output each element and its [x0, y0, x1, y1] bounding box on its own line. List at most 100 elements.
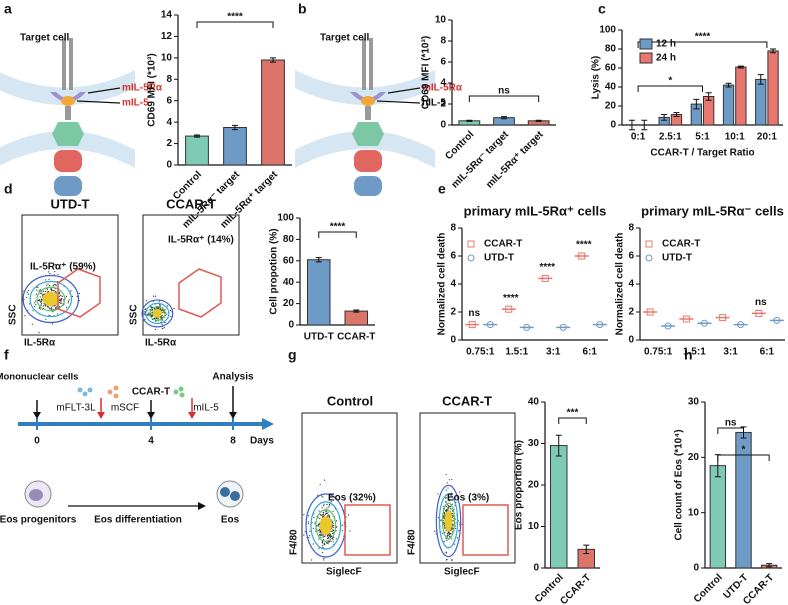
flow-dot [161, 316, 163, 318]
bracket [558, 417, 587, 424]
x-label: IL-5Rα [145, 338, 177, 349]
flow-dot [163, 326, 165, 329]
flow-dot [455, 518, 457, 520]
y-tick-label: 20 [528, 480, 540, 491]
y-tick-label: 10 [161, 52, 173, 63]
flow-dot [320, 533, 322, 535]
x-tick-label: 0:1 [631, 132, 646, 143]
flow-dot [445, 501, 447, 503]
flow-dot [448, 499, 451, 501]
flow-contour [29, 280, 73, 318]
flow-dot [450, 559, 453, 561]
legend-label: 24 h [656, 53, 676, 64]
x-tick-label: UTD-T [304, 332, 334, 343]
marker [773, 316, 781, 324]
flow-dot [147, 314, 149, 316]
panel-label: b [298, 1, 307, 17]
flow-dot [154, 295, 157, 297]
flow-gate [344, 504, 391, 556]
flow-title: CCAR-T [442, 393, 492, 408]
flow-gate [57, 268, 101, 318]
cell-label: Target cell [20, 33, 69, 44]
flow-dot [445, 551, 447, 553]
y-tick-label: 4 [166, 117, 172, 128]
flow-dot [342, 524, 344, 526]
flow-dot [316, 524, 318, 526]
flow-dot [330, 501, 332, 503]
flow-dot [332, 541, 334, 543]
legend-marker [467, 254, 475, 262]
flow-dot [155, 328, 157, 330]
flow-dot [446, 504, 449, 506]
x-tick-label: CCAR-T [558, 572, 593, 605]
bar [185, 135, 209, 166]
flow-dot [313, 513, 315, 515]
flow-dot [333, 536, 335, 538]
panel-label: c [598, 1, 606, 17]
flow-dot [57, 273, 59, 275]
significance: **** [695, 32, 711, 43]
flow-dot [40, 300, 42, 302]
flow-dot [322, 534, 324, 536]
flow-dot [41, 291, 43, 293]
flow-dot [160, 317, 162, 319]
flow-frame [21, 214, 119, 336]
flow-dot [324, 543, 326, 546]
y-tick-label: 40 [605, 82, 617, 93]
flow-dot [37, 286, 39, 288]
y-tick-label: 2 [450, 307, 456, 318]
flow-dot [448, 500, 450, 502]
flow-dot [61, 302, 63, 304]
cell-diagram: Target cell mIL-5Rα hIL-5 [295, 33, 463, 196]
flow-dot [329, 536, 331, 538]
flow-dot [443, 516, 445, 518]
receptor-label: mIL-5Rα [422, 83, 463, 94]
flow-contour [441, 502, 456, 540]
flow-dot [443, 541, 445, 543]
flow-contour [435, 484, 462, 558]
flow-dot [67, 302, 69, 304]
flow-dot [326, 542, 328, 544]
flow-dot [322, 539, 325, 541]
flow-dot [449, 534, 451, 536]
bar [755, 78, 767, 126]
flow-dot [446, 539, 448, 541]
unit-label: Days [250, 436, 274, 447]
flow-dot [445, 509, 447, 512]
marker [578, 252, 586, 260]
flow-title: CCAR-T [166, 196, 216, 211]
significance: * [668, 76, 672, 87]
bar [261, 59, 285, 166]
error-bar [673, 112, 680, 117]
cytokine-label: mFLT-3L [56, 403, 96, 414]
error-bar [501, 116, 507, 120]
flow-dot [323, 503, 325, 505]
flow-dot [150, 313, 152, 316]
error-bar [466, 119, 473, 122]
flow-dot [303, 514, 305, 516]
chart: 0 20 40 60 80 100 Lysis (%) CCAR-T / Target Rat… [591, 25, 783, 159]
y-tick-label: 6 [628, 251, 634, 262]
flow-dot [308, 535, 311, 537]
flow-dot [24, 315, 26, 317]
flow-dot [452, 528, 454, 530]
flow-dot [151, 309, 154, 311]
ligand-label: hIL-5 [422, 98, 446, 109]
flow-dot [304, 531, 306, 533]
flow-dot [443, 505, 445, 507]
cell-label: Eos progenitors [0, 515, 77, 526]
x-tick-label: CCAR-T [337, 332, 375, 343]
error-bar [270, 57, 276, 63]
day-label: 4 [148, 436, 154, 447]
flow-dot [322, 496, 324, 498]
x-tick-label: Control [692, 572, 725, 605]
y-tick-label: 2 [166, 138, 172, 149]
flow-dot [451, 559, 454, 561]
flow-dot [26, 296, 28, 298]
flow-dot [303, 534, 305, 536]
flow-dot [161, 319, 163, 321]
flow-dot [449, 505, 452, 507]
flow-dot [47, 271, 50, 273]
flow-dot [327, 535, 329, 537]
flow-dot [48, 278, 50, 280]
